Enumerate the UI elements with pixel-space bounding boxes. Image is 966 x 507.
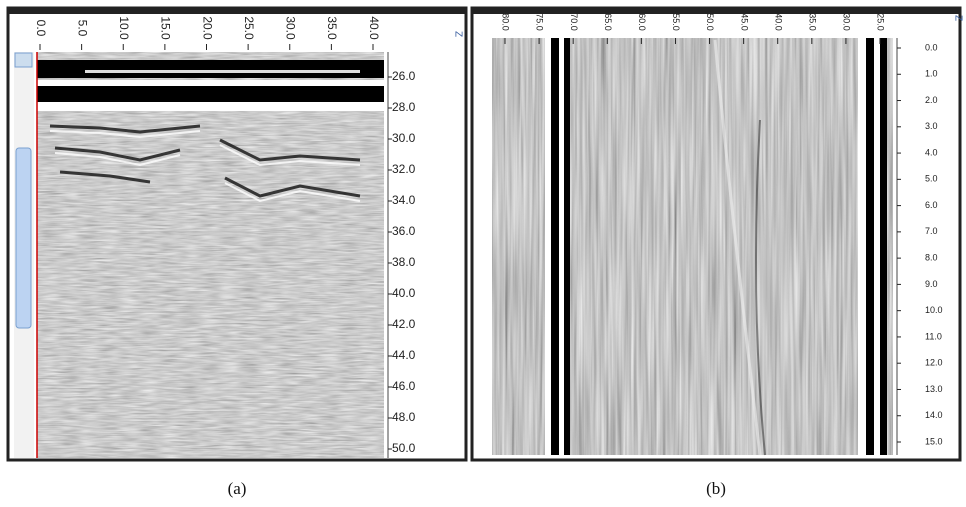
y-tick-label: 12.0	[925, 358, 943, 368]
x-tick-label: 40.0	[367, 16, 381, 40]
y-tick-label: 34.0	[392, 193, 416, 207]
y-tick-label: 38.0	[392, 255, 416, 269]
y-tick-label: 40.0	[392, 286, 416, 300]
y-tick-label: 10.0	[925, 305, 943, 315]
y-tick-label: 46.0	[392, 379, 416, 393]
y-tick-label: 36.0	[392, 224, 416, 238]
y-tick-label: 50.0	[392, 441, 416, 455]
x-tick-label: 50.0	[705, 13, 715, 31]
x-tick-label: 30.0	[842, 13, 852, 31]
x-tick-label: 75.0	[535, 13, 545, 31]
y-tick-label: 0.0	[925, 42, 938, 52]
y-tick-label: 26.0	[392, 69, 416, 83]
y-tick-label: 5.0	[925, 174, 938, 184]
y-tick-label: 3.0	[925, 121, 938, 131]
axis-label: Z	[452, 31, 463, 37]
panel-b	[470, 6, 962, 462]
x-tick-label: 35.0	[325, 16, 339, 40]
caption: (a)	[228, 479, 247, 498]
y-tick-label: 14.0	[925, 410, 943, 420]
x-tick-label: 25.0	[876, 13, 886, 31]
x-tick-label: 10.0	[117, 16, 131, 40]
x-tick-label: 45.0	[739, 13, 749, 31]
y-tick-label: 48.0	[392, 410, 416, 424]
x-tick-label: 25.0	[242, 16, 256, 40]
x-tick-label: 60.0	[637, 13, 647, 31]
scroll-up[interactable]	[14, 52, 33, 68]
y-tick-label: 42.0	[392, 317, 416, 331]
x-tick-label: 40.0	[773, 13, 783, 31]
caption: (b)	[706, 479, 726, 498]
y-tick-label: 30.0	[392, 131, 416, 145]
x-tick-label: 35.0	[807, 13, 817, 31]
x-tick-label: 15.0	[159, 16, 173, 40]
x-tick-label: 55.0	[671, 13, 681, 31]
y-tick-label: 13.0	[925, 384, 943, 394]
y-tick-label: 15.0	[925, 436, 943, 446]
x-tick-label: 65.0	[603, 13, 613, 31]
y-tick-label: 7.0	[925, 226, 938, 236]
y-tick-label: 32.0	[392, 162, 416, 176]
axis-label: Z	[952, 15, 963, 21]
y-tick-label: 9.0	[925, 279, 938, 289]
y-tick-label: 11.0	[925, 331, 942, 341]
x-tick-label: 30.0	[284, 16, 298, 40]
y-tick-label: 44.0	[392, 348, 416, 362]
x-tick-label: 70.0	[569, 13, 579, 31]
y-tick-label: 1.0	[925, 69, 938, 79]
x-tick-label: 20.0	[200, 16, 214, 40]
x-tick-label: 5.0	[75, 20, 89, 37]
x-tick-label: 80.0	[501, 13, 511, 31]
y-tick-label: 4.0	[925, 147, 938, 157]
panel-a	[6, 6, 468, 462]
radargram	[37, 52, 384, 458]
y-tick-label: 2.0	[925, 95, 938, 105]
y-tick-label: 28.0	[392, 100, 416, 114]
y-tick-label: 6.0	[925, 200, 938, 210]
x-tick-label: 0.0	[34, 20, 48, 37]
y-tick-label: 8.0	[925, 253, 938, 263]
scroll-thumb[interactable]	[15, 147, 32, 329]
